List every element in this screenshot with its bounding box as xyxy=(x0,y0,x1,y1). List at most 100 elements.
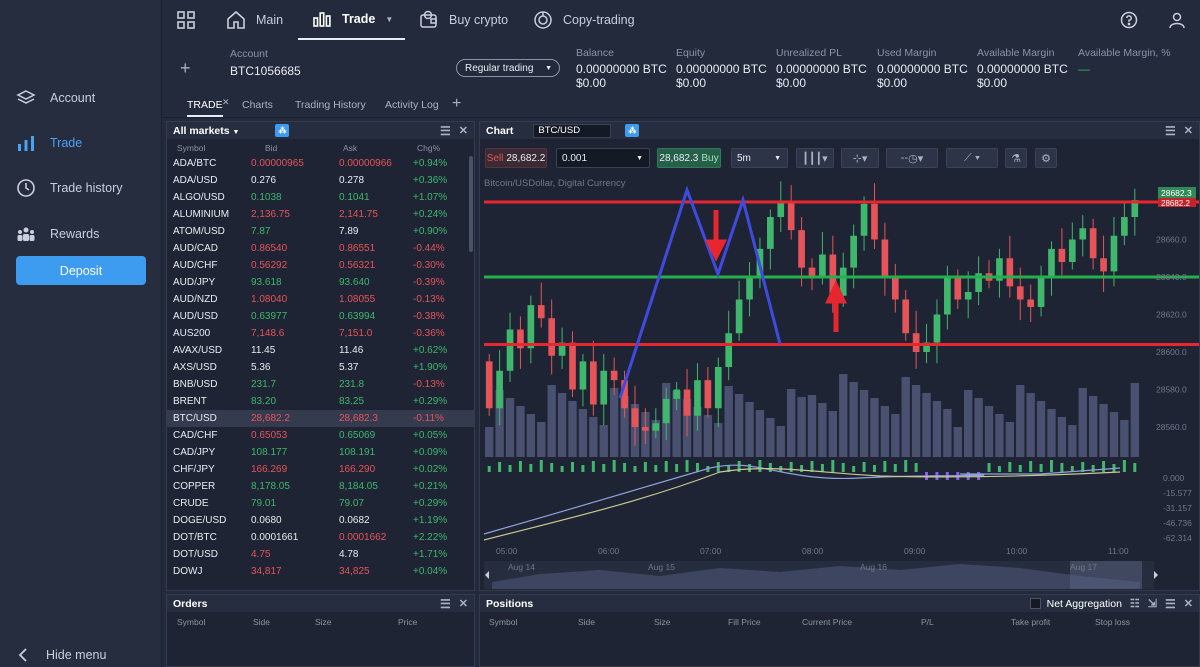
market-row[interactable]: AUD/CHF 0.56292 0.56321 -0.30% xyxy=(167,257,474,274)
drawing-tool-select[interactable]: ⟋ ▾ xyxy=(946,148,998,168)
add-tab-button[interactable]: + xyxy=(452,95,462,112)
volume-bar xyxy=(818,403,827,457)
volume-bar xyxy=(807,395,817,457)
histogram-bar xyxy=(498,462,502,472)
chart-symbol-input[interactable]: BTC/USD xyxy=(533,123,612,138)
volume-bar xyxy=(1120,420,1129,457)
histogram-bar xyxy=(737,461,741,472)
link-icon[interactable]: ⁂ xyxy=(625,124,640,137)
market-symbol: ALUMINIUM xyxy=(173,209,230,220)
candle xyxy=(579,361,587,390)
market-row[interactable]: ALUMINIUM 2,136.75 2,141.75 +0.24% xyxy=(167,206,474,223)
market-row[interactable]: AUD/NZD 1.08040 1.08055 -0.13% xyxy=(167,291,474,308)
market-bid: 7.87 xyxy=(251,226,271,237)
market-row[interactable]: ALGO/USD 0.1038 0.1041 +1.07% xyxy=(167,189,474,206)
settings-button[interactable]: ⚙ xyxy=(1035,148,1057,168)
close-icon[interactable]: ✕ xyxy=(1183,125,1193,137)
market-row[interactable]: BTC/USD 28,682.2 28,682.3 -0.11% xyxy=(167,410,474,427)
histogram-bar xyxy=(1060,463,1064,472)
candle xyxy=(1089,228,1097,259)
market-row[interactable]: ADA/USD 0.276 0.278 +0.36% xyxy=(167,172,474,189)
trading-mode-select[interactable]: Regular trading ▼ xyxy=(456,59,560,77)
histogram-bar xyxy=(893,464,897,472)
market-row[interactable]: DOGE/USD 0.0680 0.0682 +1.19% xyxy=(167,512,474,529)
market-row[interactable]: COPPER 8,178.05 8,184.05 +0.21% xyxy=(167,478,474,495)
nav-trade[interactable]: Trade ▼ xyxy=(298,0,405,40)
market-symbol: ALGO/USD xyxy=(173,192,225,203)
market-row[interactable]: AVAX/USD 11.45 11.46 +0.62% xyxy=(167,342,474,359)
market-row[interactable]: CHF/JPY 166.269 166.290 +0.02% xyxy=(167,461,474,478)
tab-activity-log[interactable]: Activity Log xyxy=(385,99,439,111)
add-account-button[interactable]: + xyxy=(180,58,191,78)
market-row[interactable]: DOWJ 34,817 34,825 +0.04% xyxy=(167,563,474,580)
market-row[interactable]: ADA/BTC 0.00000965 0.00000966 +0.94% xyxy=(167,155,474,172)
market-row[interactable]: CRUDE 79.01 79.07 +0.29% xyxy=(167,495,474,512)
market-ask: 2,141.75 xyxy=(339,209,378,220)
list-icon[interactable]: ☷ xyxy=(1129,598,1140,610)
orders-panel: Orders ☰ ✕ Symbol Side Size Price xyxy=(166,594,475,667)
market-symbol: ADA/BTC xyxy=(173,158,217,169)
market-row[interactable]: AXS/USD 5.36 5.37 +1.90% xyxy=(167,359,474,376)
sidebar-item-rewards[interactable]: Rewards xyxy=(16,224,99,244)
markets-filter-select[interactable]: All markets ▼ xyxy=(173,125,239,137)
tab-trading-history[interactable]: Trading History xyxy=(295,99,366,111)
market-row[interactable]: BNB/USD 231.7 231.8 -0.13% xyxy=(167,376,474,393)
menu-icon[interactable]: ☰ xyxy=(1165,596,1176,611)
menu-icon[interactable]: ☰ xyxy=(1165,123,1176,138)
nav-copy-trading[interactable]: Copy-trading xyxy=(533,0,635,40)
line-style-select[interactable]: -- ◷▾ xyxy=(886,148,938,168)
histogram-bar xyxy=(581,465,585,472)
histogram-bar xyxy=(820,464,824,472)
interval-select[interactable]: 5m ▼ xyxy=(731,148,788,168)
tab-trade[interactable]: TRADE xyxy=(187,99,223,117)
nav-main[interactable]: Main xyxy=(226,0,283,40)
export-icon[interactable]: ⇲ xyxy=(1147,598,1158,610)
histogram-bar xyxy=(1133,463,1137,472)
close-icon[interactable]: ✕ xyxy=(458,125,468,137)
market-row[interactable]: CAD/CHF 0.65053 0.65069 +0.05% xyxy=(167,427,474,444)
hide-menu-button[interactable]: Hide menu xyxy=(18,648,106,662)
price-chart[interactable]: Bitcoin/USDollar, Digital Currency 28660… xyxy=(480,172,1199,590)
link-icon[interactable]: ⁂ xyxy=(275,124,290,137)
hide-menu-label: Hide menu xyxy=(46,648,107,662)
flask-button[interactable]: ⚗ xyxy=(1005,148,1027,168)
market-row[interactable]: AUD/CAD 0.86540 0.86551 -0.44% xyxy=(167,240,474,257)
market-row[interactable]: CAD/JPY 108.177 108.191 +0.09% xyxy=(167,444,474,461)
sidebar-item-trade[interactable]: Trade xyxy=(16,133,82,153)
menu-icon[interactable]: ☰ xyxy=(440,596,451,611)
volume-bar xyxy=(1078,388,1087,457)
wallet-icon xyxy=(420,10,437,28)
market-chg: +0.21% xyxy=(413,481,448,492)
profile-button[interactable] xyxy=(1168,0,1186,40)
market-row[interactable]: ATOM/USD 7.87 7.89 +0.90% xyxy=(167,223,474,240)
histogram-bar xyxy=(1122,460,1126,472)
help-button[interactable] xyxy=(1120,0,1138,40)
deposit-button[interactable]: Deposit xyxy=(16,256,146,285)
close-icon[interactable]: ✕ xyxy=(458,598,468,610)
indicators-select[interactable]: ⊹▾ xyxy=(841,148,879,168)
chart-type-select[interactable]: ┃┃┃▾ xyxy=(796,148,834,168)
buy-button[interactable]: 28,682.3 Buy xyxy=(657,148,721,168)
nav-buy-crypto[interactable]: Buy crypto xyxy=(419,0,508,40)
price-tick-label: 28560.0 xyxy=(1156,422,1187,432)
histogram-bar xyxy=(810,461,814,472)
sell-button[interactable]: Sell 28,682.2 xyxy=(485,148,547,168)
quantity-select[interactable]: 0.001 ▼ xyxy=(556,148,650,168)
market-row[interactable]: AUD/JPY 93.618 93.640 -0.39% xyxy=(167,274,474,291)
market-row[interactable]: AUS200 7,148.6 7,151.0 -0.36% xyxy=(167,325,474,342)
markets-scrollbar[interactable] xyxy=(469,156,473,252)
market-bid: 4.75 xyxy=(251,549,271,560)
sidebar-item-trade-history[interactable]: Trade history xyxy=(16,178,122,198)
market-row[interactable]: DOT/USD 4.75 4.78 +1.71% xyxy=(167,546,474,563)
market-row[interactable]: AUD/USD 0.63977 0.63994 -0.38% xyxy=(167,308,474,325)
close-icon[interactable]: ✕ xyxy=(222,97,230,107)
net-aggregation-checkbox[interactable] xyxy=(1029,598,1041,609)
close-icon[interactable]: ✕ xyxy=(1183,598,1193,610)
apps-grid-button[interactable] xyxy=(176,0,196,40)
menu-icon[interactable]: ☰ xyxy=(440,123,451,138)
tab-charts[interactable]: Charts xyxy=(242,99,273,111)
market-row[interactable]: BRENT 83.20 83.25 +0.29% xyxy=(167,393,474,410)
candle xyxy=(600,370,608,405)
sidebar-item-account[interactable]: Account xyxy=(16,88,95,108)
market-row[interactable]: DOT/BTC 0.0001661 0.0001662 +2.22% xyxy=(167,529,474,546)
